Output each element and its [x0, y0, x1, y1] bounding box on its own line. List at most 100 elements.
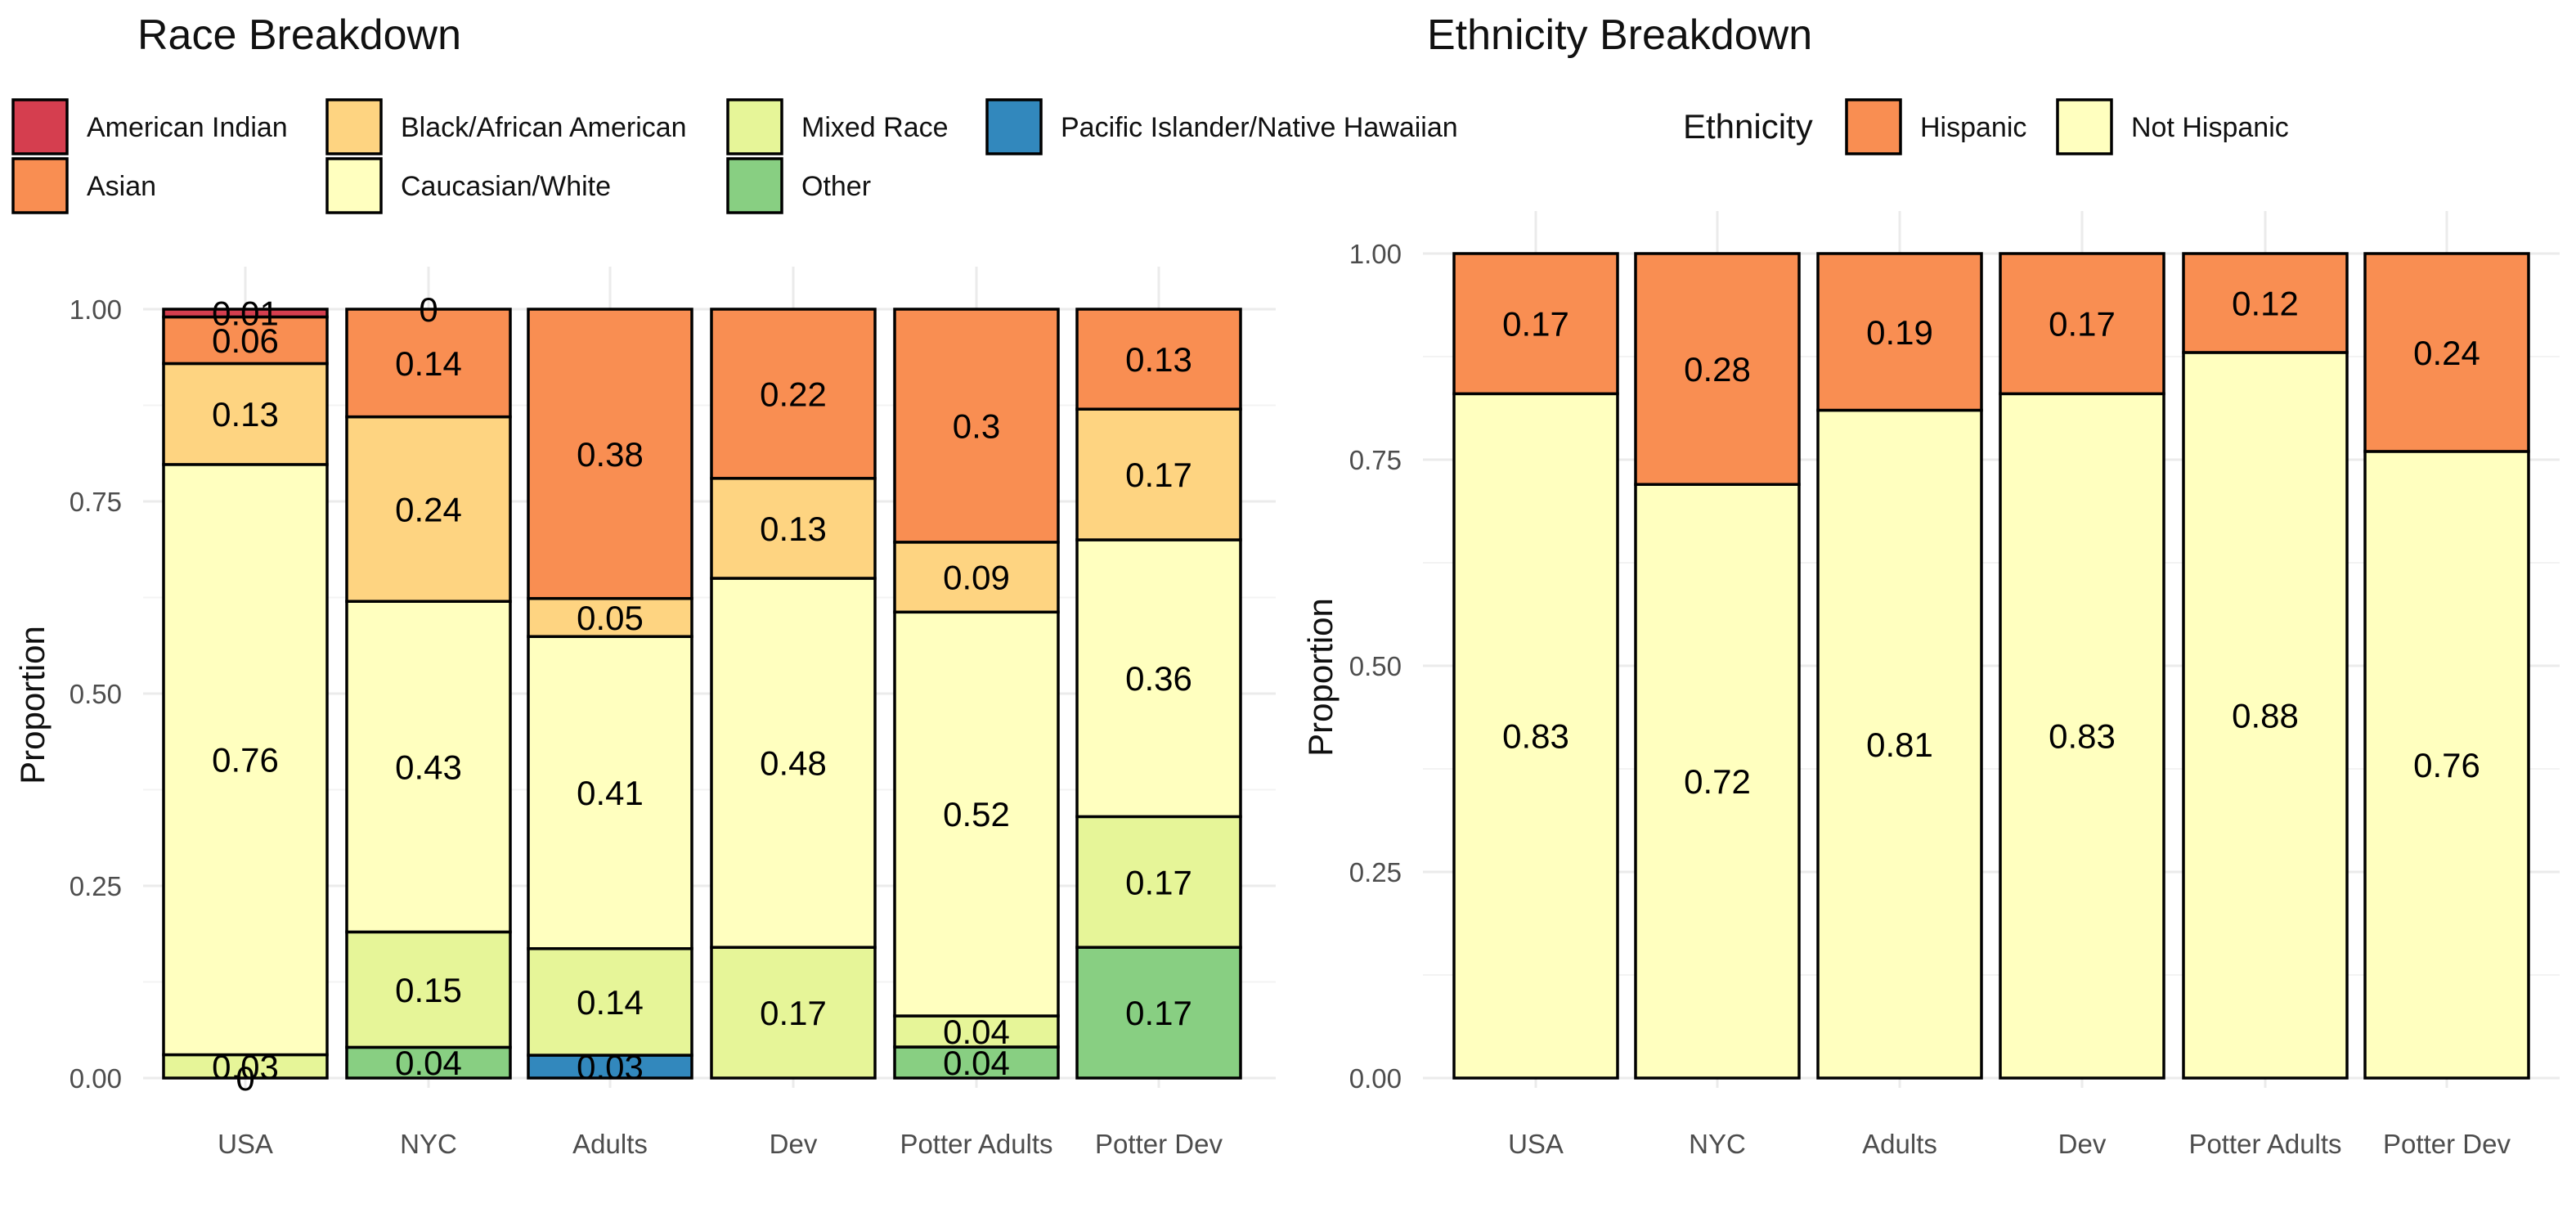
data-label: 0.48: [760, 744, 827, 783]
legend-label: Hispanic: [1920, 112, 2026, 143]
data-label: 0.13: [212, 395, 279, 434]
bar-segment: [893, 541, 1060, 614]
bar-segment: [1816, 408, 1983, 1080]
bar-segment: [162, 1053, 329, 1080]
bar-segment: [345, 308, 512, 419]
legend-label: Black/African American: [401, 112, 687, 143]
data-label: 0.83: [2049, 717, 2116, 756]
ethnicity-legend: Ethnicity Hispanic Not Hispanic: [1683, 98, 2289, 155]
data-label: 0.04: [943, 1013, 1010, 1051]
data-label: 0.81: [1866, 726, 1933, 764]
data-label: 0.41: [577, 774, 644, 812]
data-label: 0.17: [1125, 863, 1192, 901]
legend-swatch: [985, 98, 1043, 155]
bar-segment: [527, 308, 693, 600]
y-tick-label: 0.00: [1349, 1063, 1402, 1094]
bar-segment: [710, 946, 877, 1080]
data-label: 0.17: [760, 994, 827, 1032]
data-label: 0: [419, 290, 438, 329]
race-chart-title: Race Breakdown: [137, 11, 461, 59]
data-label: 0.72: [1684, 762, 1751, 801]
data-label: 0.15: [395, 971, 462, 1009]
x-tick-label: USA: [218, 1129, 273, 1159]
bar-segment: [1999, 392, 2165, 1080]
data-label: 0.43: [395, 748, 462, 786]
x-tick-label: Potter Dev: [2383, 1129, 2511, 1159]
x-tick-label: USA: [1508, 1129, 1564, 1159]
bar-segment: [162, 463, 329, 1057]
bar-segment: [893, 610, 1060, 1018]
legend-title: Ethnicity: [1683, 107, 1813, 146]
bar-segment: [1634, 252, 1801, 486]
race-bars: 00.030.760.130.060.010.040.150.430.240.1…: [162, 290, 1242, 1098]
legend-label: Caucasian/White: [401, 171, 611, 202]
x-tick-label: Dev: [2058, 1129, 2107, 1159]
legend-swatch: [2056, 98, 2113, 155]
legend-swatch: [325, 157, 383, 214]
x-tick-label: Adults: [1862, 1129, 1937, 1159]
bar-segment: [893, 308, 1060, 544]
data-label: 0: [236, 1059, 254, 1098]
legend-swatch: [1845, 98, 1902, 155]
bar-segment: [710, 477, 877, 580]
legend-swatch: [11, 157, 69, 214]
y-tick-label: 1.00: [1349, 239, 1402, 269]
data-label: 0.04: [943, 1044, 1010, 1082]
y-tick-label: 0.25: [1349, 857, 1402, 887]
bar-segment: [527, 596, 693, 638]
data-label: 0.12: [2232, 284, 2299, 322]
data-label: 0.52: [943, 795, 1010, 833]
data-label: 0.04: [395, 1044, 462, 1082]
bar-segment: [893, 1045, 1060, 1080]
bar-segment: [2182, 252, 2349, 354]
data-label: 0.28: [1684, 350, 1751, 389]
bar-segment: [710, 308, 877, 480]
legend-swatch: [11, 98, 69, 155]
bar-segment: [1452, 392, 1619, 1080]
bar-segment: [527, 1054, 693, 1080]
race-y-axis-label: Proportion: [13, 626, 52, 784]
bar-segment: [2363, 450, 2530, 1080]
bar-segment: [1075, 815, 1242, 949]
race-chart: Race Breakdown 0.00 0.25 0.50 0.75 1.00 Propor…: [11, 11, 1458, 1159]
data-label: 0.17: [1125, 994, 1192, 1032]
data-label: 0.76: [212, 741, 279, 779]
x-tick-label: Adults: [572, 1129, 648, 1159]
bar-segment: [162, 362, 329, 466]
data-label: 0.01: [212, 294, 279, 333]
x-tick-label: Potter Adults: [900, 1129, 1052, 1159]
legend-label: Mixed Race: [801, 112, 949, 143]
legend-swatch: [726, 157, 783, 214]
y-tick-label: 0.50: [1349, 651, 1402, 681]
bar-segment: [2182, 351, 2349, 1080]
data-label: 0.13: [760, 510, 827, 548]
x-tick-label: NYC: [400, 1129, 457, 1159]
ethnicity-bars: 0.83 0.17 0.72 0.28 0.81 0.19 0.83 0.17 0.88 0.12…: [1452, 252, 2530, 1080]
bar-segment: [1075, 538, 1242, 819]
bar-segment: [345, 930, 512, 1049]
y-tick-label: 1.00: [70, 294, 122, 325]
bar-segment: [527, 635, 693, 950]
data-label: 0.06: [212, 321, 279, 360]
bar-segment: [1816, 252, 1983, 412]
x-tick-label: NYC: [1689, 1129, 1746, 1159]
ethnicity-y-axis-label: Proportion: [1301, 598, 1340, 757]
data-label: 0.14: [395, 344, 462, 383]
ethnicity-chart: Ethnicity Breakdown 0.00 0.25 0.50 0.75 1.00 P…: [1301, 11, 2560, 1159]
bar-segment: [345, 1045, 512, 1080]
y-tick-label: 0.25: [70, 871, 122, 901]
data-label: 0.36: [1125, 659, 1192, 698]
data-label: 0.17: [1125, 456, 1192, 494]
data-label: 0.38: [577, 435, 644, 474]
y-tick-label: 0.00: [70, 1063, 122, 1094]
x-tick-label: Potter Adults: [2188, 1129, 2341, 1159]
x-tick-label: Dev: [770, 1129, 818, 1159]
y-tick-label: 0.50: [70, 679, 122, 709]
race-legend: American Indian Asian Black/African Americ…: [11, 98, 1458, 214]
bar-segment: [2363, 252, 2530, 453]
bar-segment: [1075, 407, 1242, 541]
bar-segment: [345, 600, 512, 934]
bar-segment: [1452, 252, 1619, 396]
